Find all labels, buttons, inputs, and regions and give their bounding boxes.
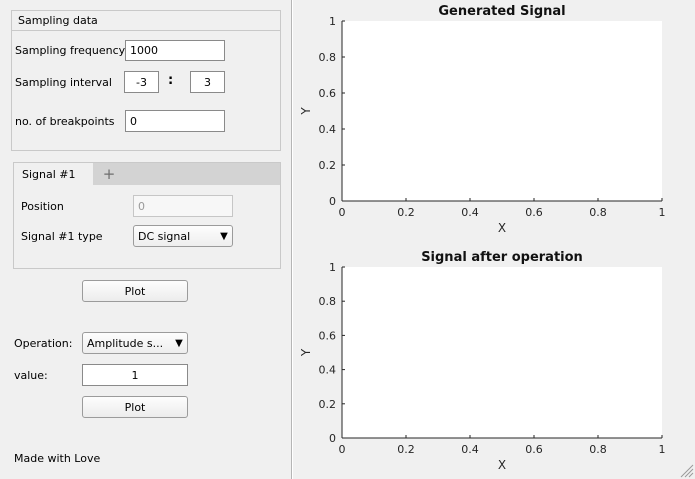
position-label: Position	[21, 200, 64, 213]
control-panel: Sampling data Sampling frequency 1000 Sa…	[0, 0, 292, 479]
chart-1-axes-bg	[342, 21, 662, 201]
operation-value-input[interactable]: 1	[82, 364, 188, 386]
chart-1-x-tick-label: 0.6	[525, 206, 543, 219]
operation-value: Amplitude s...	[87, 336, 164, 350]
chart-1-y-tick-label: 1	[329, 15, 336, 28]
charts-canvas: Generated Signal 0 0.2 0.4 0.6 0.8 1 0 0.2 0.4 0.6…	[299, 4, 694, 478]
operation-label: Operation:	[14, 337, 73, 350]
tab-signal-1[interactable]: Signal #1	[14, 163, 93, 186]
chart-2-x-tick-label: 0	[339, 443, 346, 456]
chart-2-title: Signal after operation	[421, 250, 583, 265]
chart-2-x-label: X	[498, 458, 506, 472]
chart-2-x-tick-label: 0.4	[461, 443, 479, 456]
chart-2-y-label: Y	[299, 348, 313, 357]
chart-1-x-label: X	[498, 221, 506, 235]
chart-1-x-tick-label: 0.8	[589, 206, 607, 219]
signal-tab-group: Signal #1 +	[13, 162, 281, 269]
footer-text: Made with Love	[14, 452, 101, 465]
chart-2-y-tick-label: 0.4	[319, 364, 337, 377]
chart-2-x-tick-label: 0.6	[525, 443, 543, 456]
chart-2-axes-bg	[342, 267, 662, 438]
chart-2-y-tick-label: 0.8	[319, 295, 337, 308]
position-input[interactable]: 0	[133, 195, 233, 217]
chart-2-x-tick-label: 0.2	[397, 443, 415, 456]
chart-1-x-tick-label: 1	[659, 206, 666, 219]
sampling-frequency-input[interactable]: 1000	[125, 40, 225, 61]
plot-operation-button[interactable]: Plot	[82, 396, 188, 418]
chart-1-y-tick-label: 0.2	[319, 159, 337, 172]
interval-end-input[interactable]: 3	[190, 71, 225, 93]
operation-dropdown[interactable]: Amplitude s... ▼	[82, 332, 188, 354]
plus-icon: +	[102, 165, 116, 183]
sampling-data-title: Sampling data	[18, 14, 98, 27]
breakpoints-label: no. of breakpoints	[15, 115, 115, 128]
operation-value-label: value:	[14, 369, 48, 382]
chart-1-x-tick-label: 0.2	[397, 206, 415, 219]
signal-type-label: Signal #1 type	[21, 230, 103, 243]
sampling-data-title-bar: Sampling data	[12, 11, 280, 31]
tab-signal-1-label: Signal #1	[22, 168, 76, 181]
resize-grip-icon	[680, 464, 694, 478]
chart-2-x-tick-label: 0.8	[589, 443, 607, 456]
chart-1-x-tick-label: 0	[339, 206, 346, 219]
chart-1-y-tick-label: 0	[329, 195, 336, 208]
chart-2-y-tick-label: 0	[329, 432, 336, 445]
chevron-down-icon: ▼	[220, 230, 228, 242]
sampling-interval-label: Sampling interval	[15, 76, 112, 89]
add-tab-button[interactable]: +	[94, 163, 124, 185]
chart-1-y-tick-label: 0.4	[319, 123, 337, 136]
breakpoints-input[interactable]: 0	[125, 110, 225, 132]
chevron-down-icon: ▼	[175, 337, 183, 349]
chart-1-y-label: Y	[299, 107, 313, 116]
panel-divider	[291, 0, 293, 479]
chart-1-title: Generated Signal	[438, 4, 565, 19]
plots-panel: Generated Signal 0 0.2 0.4 0.6 0.8 1 0 0.2 0.4 0.6…	[293, 0, 695, 479]
chart-1-y-tick-label: 0.8	[319, 51, 337, 64]
chart-1-y-tick-label: 0.6	[319, 87, 337, 100]
chart-2-y-tick-label: 0.2	[319, 398, 337, 411]
plot-button[interactable]: Plot	[82, 280, 188, 302]
signal-type-dropdown[interactable]: DC signal ▼	[133, 225, 233, 247]
interval-separator: :	[168, 73, 174, 88]
chart-2-y-tick-label: 0.6	[319, 329, 337, 342]
chart-2-x-tick-label: 1	[659, 443, 666, 456]
sampling-data-panel: Sampling data	[11, 10, 281, 151]
sampling-frequency-label: Sampling frequency	[15, 44, 126, 57]
chart-1-x-tick-label: 0.4	[461, 206, 479, 219]
interval-start-input[interactable]: -3	[124, 71, 159, 93]
chart-2-y-tick-label: 1	[329, 261, 336, 274]
signal-type-value: DC signal	[138, 229, 191, 243]
